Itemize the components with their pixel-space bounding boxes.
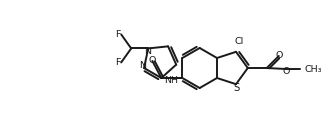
Text: O: O xyxy=(275,50,282,59)
Text: F: F xyxy=(116,30,121,39)
Text: N: N xyxy=(144,47,151,56)
Text: NH: NH xyxy=(164,75,178,85)
Text: O: O xyxy=(149,55,156,64)
Text: Cl: Cl xyxy=(234,37,244,46)
Text: CH₃: CH₃ xyxy=(305,64,322,74)
Text: N: N xyxy=(140,60,146,70)
Text: F: F xyxy=(116,58,121,67)
Text: S: S xyxy=(234,83,240,93)
Text: O: O xyxy=(282,66,289,75)
